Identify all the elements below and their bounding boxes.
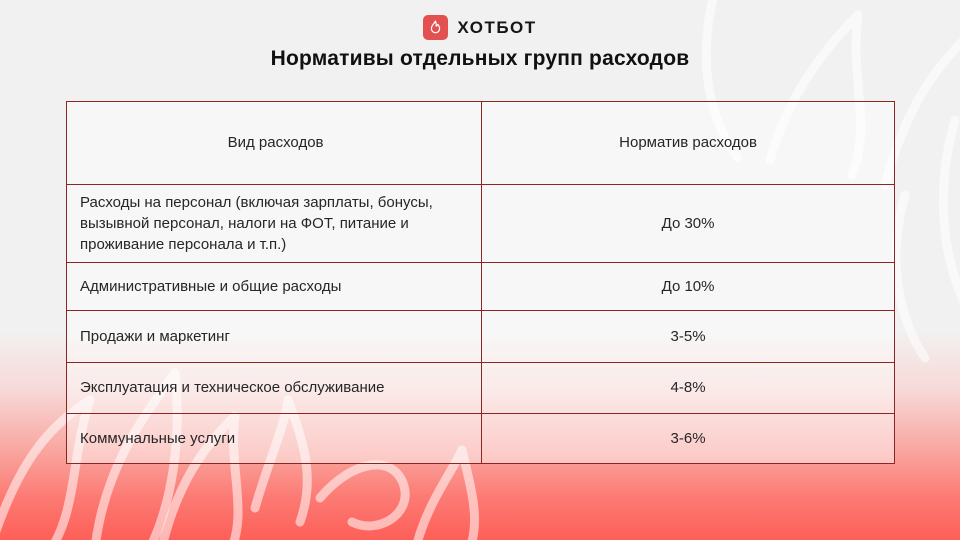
page-title: Нормативы отдельных групп расходов (270, 47, 690, 70)
expenses-table: Вид расходов Норматив расходов Расходы н… (66, 101, 895, 464)
cell-expense-norm: До 30% (482, 185, 894, 262)
table-row: Эксплуатация и техническое обслуживание … (67, 362, 894, 413)
cell-expense-category: Расходы на персонал (включая зарплаты, б… (67, 185, 483, 262)
column-header-expense-type: Вид расходов (67, 102, 483, 184)
table-row: Продажи и маркетинг 3-5% (67, 310, 894, 362)
cell-expense-norm: 4-8% (482, 363, 894, 413)
table-row: Коммунальные услуги 3-6% (67, 413, 894, 463)
brand-name: ХОТБОТ (457, 17, 537, 37)
column-header-expense-norm: Норматив расходов (482, 102, 894, 184)
cell-expense-norm: 3-6% (482, 414, 894, 463)
cell-expense-norm: 3-5% (482, 311, 894, 362)
cell-expense-category: Эксплуатация и техническое обслуживание (67, 363, 483, 413)
flame-icon (423, 15, 449, 40)
cell-expense-norm: До 10% (482, 263, 894, 310)
table-row: Административные и общие расходы До 10% (67, 262, 894, 310)
table-header-row: Вид расходов Норматив расходов (67, 102, 894, 184)
cell-expense-category: Административные и общие расходы (67, 263, 483, 310)
cell-expense-category: Продажи и маркетинг (67, 311, 483, 362)
table-row: Расходы на персонал (включая зарплаты, б… (67, 184, 894, 262)
brand-logo: ХОТБОТ (0, 15, 960, 40)
cell-expense-category: Коммунальные услуги (67, 414, 483, 463)
